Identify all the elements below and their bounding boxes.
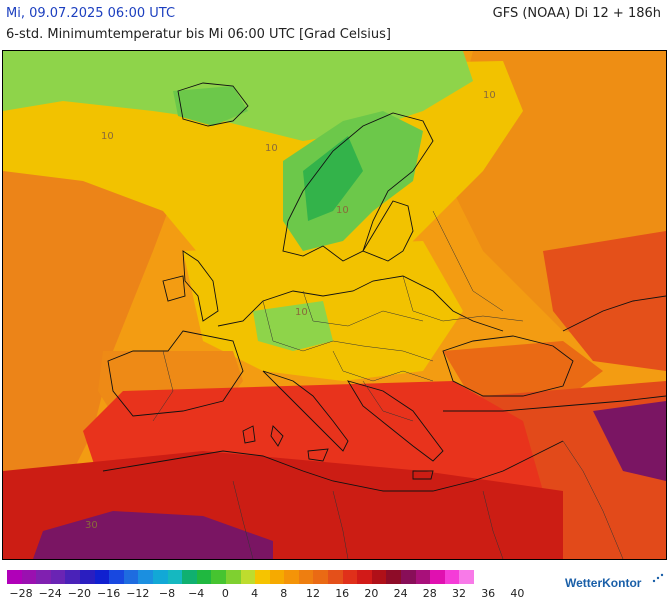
- color-scale-swatch: [240, 570, 256, 584]
- color-scale-swatch: [182, 570, 197, 584]
- contour-label-10-a: 10: [101, 131, 114, 142]
- color-scale-swatch: [109, 570, 124, 584]
- contour-label-10-d: 10: [336, 205, 349, 216]
- color-scale-label: −28: [9, 587, 33, 600]
- color-scale-label: 0: [221, 587, 229, 600]
- color-scale-swatch: [196, 570, 212, 584]
- color-scale-label: 12: [306, 587, 320, 600]
- parameter-title: 6-std. Minimumtemperatur bis Mi 06:00 UT…: [6, 27, 391, 42]
- color-scale-label: −8: [158, 587, 176, 600]
- color-scale-swatch: [255, 570, 270, 584]
- color-scale-swatch: [357, 570, 372, 584]
- logo-dots-icon: [652, 573, 664, 583]
- field-sahara: [33, 511, 273, 559]
- color-scale-swatch: [371, 570, 387, 584]
- color-scale-label: −16: [96, 587, 121, 600]
- contour-label-10-e: 10: [295, 307, 308, 318]
- color-scale-swatch: [21, 570, 37, 584]
- color-scale-swatch: [79, 570, 95, 584]
- color-scale-swatch: [269, 570, 285, 584]
- color-scale-label: 24: [393, 587, 408, 600]
- color-scale-label: 16: [335, 587, 350, 600]
- color-scale-swatch: [65, 570, 80, 584]
- color-scale-swatch: [342, 570, 358, 584]
- color-scale-swatch: [138, 570, 153, 584]
- color-scale-label: 8: [280, 587, 288, 600]
- color-scale-swatch: [94, 570, 110, 584]
- color-scale-label: −20: [67, 587, 91, 600]
- color-scale-swatch: [313, 570, 329, 584]
- color-scale-label: −24: [38, 587, 62, 600]
- color-scale-label: 28: [422, 587, 437, 600]
- color-scale-swatch: [430, 570, 445, 584]
- color-scale-bar: [7, 570, 474, 584]
- field-arabia: [593, 401, 666, 481]
- color-scale-swatch: [225, 570, 241, 584]
- color-scale-swatch: [167, 570, 183, 584]
- color-scale-swatch: [7, 570, 22, 584]
- coastlines: [102, 82, 666, 492]
- color-scale-swatch: [459, 570, 474, 584]
- contour-label-10-c: 10: [483, 90, 496, 101]
- field-alps: [253, 301, 333, 351]
- color-scale-swatch: [386, 570, 402, 584]
- color-scale-label: −4: [188, 587, 205, 600]
- color-scale-swatch: [328, 570, 343, 584]
- color-scale-swatch: [298, 570, 314, 584]
- color-scale-swatch: [284, 570, 299, 584]
- color-scale-swatch: [401, 570, 416, 584]
- borders: [152, 210, 624, 559]
- field-scandinavia-dark: [303, 136, 363, 221]
- color-scale-swatch: [415, 570, 431, 584]
- field-iceland: [173, 86, 248, 126]
- contour-label-10-b: 10: [265, 143, 278, 154]
- temperature-map: 10 10 10 10 10 30: [2, 50, 667, 560]
- color-scale-label: 36: [481, 587, 496, 600]
- wetterkontor-logo: WetterKontor: [565, 576, 642, 590]
- model-run: GFS (NOAA) Di 12 + 186h: [492, 6, 661, 21]
- color-scale-swatch: [211, 570, 226, 584]
- contour-label-30: 30: [85, 520, 98, 531]
- color-scale-label: 32: [452, 587, 466, 600]
- color-scale-swatch: [50, 570, 66, 584]
- color-scale-swatch: [36, 570, 51, 584]
- color-scale-label: −12: [126, 587, 150, 600]
- color-scale-swatch: [123, 570, 139, 584]
- color-scale-swatch: [444, 570, 460, 584]
- field-caspian: [543, 231, 666, 371]
- color-scale-swatch: [152, 570, 168, 584]
- color-scale-label: 4: [251, 587, 259, 600]
- valid-time: Mi, 09.07.2025 06:00 UTC: [6, 6, 176, 21]
- color-scale-label: 20: [364, 587, 379, 600]
- color-scale-label: 40: [510, 587, 525, 600]
